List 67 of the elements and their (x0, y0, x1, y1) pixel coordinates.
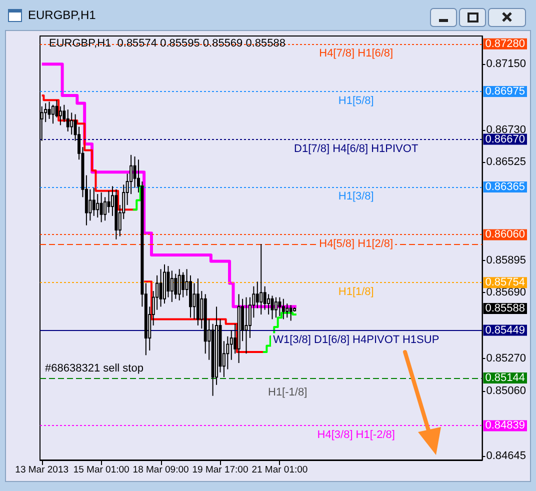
candlestick (107, 190, 110, 214)
candlestick (282, 298, 285, 320)
annotation: H1[-1/8] (268, 386, 308, 398)
candlestick (70, 112, 74, 136)
candlestick (174, 273, 178, 300)
candlestick (133, 156, 136, 188)
chart-subtitle: EURGBP,H1 (28, 8, 96, 22)
y2-tick-label: 0.86670 (485, 133, 526, 146)
candlestick (286, 303, 289, 318)
candlestick (62, 104, 66, 123)
x-tick-label: 13 Mar 2013 (15, 464, 69, 476)
y2-tick-label: 0.85588 (485, 302, 526, 315)
ref-line-label: H1[3/8] (338, 190, 374, 202)
candlestick (289, 304, 292, 322)
candlestick (178, 268, 181, 301)
y2-tick-label: 0.86975 (485, 86, 526, 98)
y2-tick-label: 0.85754 (485, 276, 526, 289)
x-tick-label: 19 Mar 17:00 (192, 464, 248, 476)
ref-line-label: H1[5/8] (338, 95, 374, 108)
y-tick-label: 0.85690 (486, 286, 526, 299)
candlestick (244, 296, 248, 354)
candlestick (170, 270, 174, 302)
candlestick (100, 192, 103, 223)
candlestick (270, 295, 274, 320)
candlestick (256, 281, 259, 309)
ref-line-label: W1[3/8] D1[6/8] H4PIVOT H1SUP (273, 334, 440, 346)
ref-line-label: H1[1/8] (338, 286, 374, 298)
candlestick (96, 194, 100, 218)
y-tick-label: 0.85270 (486, 352, 526, 364)
candlestick (267, 294, 270, 315)
candlestick (88, 188, 92, 222)
x-tick-label: 21 Mar 01:00 (252, 464, 308, 476)
ref-line-label: H4[7/8] H1[6/8] (319, 47, 394, 60)
chart-title: EURGBP,H1 0.85574 0.85595 0.85569 0.85588 (49, 38, 286, 50)
candlestick (274, 296, 278, 318)
candlestick (58, 106, 62, 126)
y2-tick-label: 0.85144 (485, 372, 526, 384)
candlestick (52, 104, 55, 124)
candlestick (166, 265, 170, 298)
candlestick (92, 187, 96, 216)
y-tick-label: 0.85895 (486, 254, 526, 267)
candlestick (263, 286, 266, 310)
ref-line-label: H4[5/8] H1[2/8] (319, 238, 394, 250)
ref-line-label: H4[3/8] H1[-2/8] (317, 429, 395, 442)
candlestick (278, 296, 282, 317)
candlestick (48, 101, 51, 120)
y-tick-label: 0.86730 (486, 124, 526, 136)
y-tick-label: 0.85060 (486, 385, 526, 398)
y2-tick-label: 0.87280 (485, 38, 526, 50)
candlestick (104, 196, 107, 222)
y-tick-label: 0.84645 (486, 450, 526, 462)
y-tick-label: 0.86525 (486, 156, 526, 168)
x-tick-label: 18 Mar 09:00 (132, 464, 189, 476)
candlestick (230, 330, 233, 360)
y2-tick-label: 0.85449 (485, 324, 526, 336)
y2-tick-label: 0.84839 (485, 420, 526, 432)
ref-line-label: #68638321 sell stop (45, 362, 144, 375)
candlestick (66, 109, 70, 132)
candlestick (182, 272, 185, 298)
ref-line-label: D1[7/8] H4[6/8] H1PIVOT (294, 142, 418, 155)
y2-tick-label: 0.86365 (485, 180, 526, 193)
candlestick (159, 268, 162, 308)
candlestick (260, 244, 263, 315)
y-tick-label: 0.87150 (486, 58, 526, 70)
x-tick-label: 15 Mar 01:00 (73, 464, 130, 476)
candlestick (192, 282, 196, 320)
y2-tick-label: 0.86060 (485, 228, 526, 241)
